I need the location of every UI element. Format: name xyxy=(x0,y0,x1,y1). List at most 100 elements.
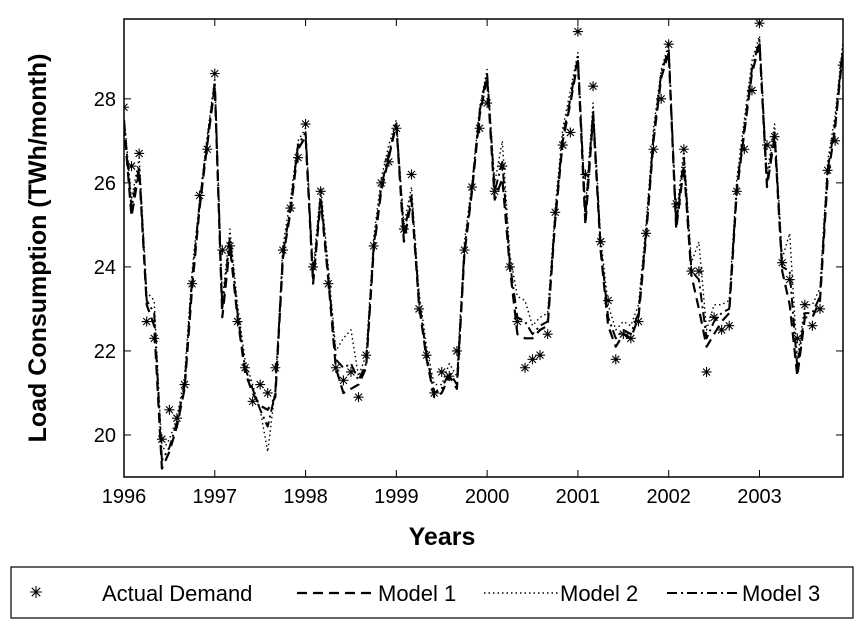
data-point xyxy=(345,366,356,377)
data-point xyxy=(406,169,417,180)
x-tick-label: 1998 xyxy=(283,486,328,508)
data-point xyxy=(270,362,281,373)
data-point xyxy=(330,362,341,373)
data-point xyxy=(557,140,568,151)
data-point xyxy=(678,144,689,155)
y-tick-label: 20 xyxy=(94,425,116,447)
plot-frame xyxy=(123,18,844,478)
data-point xyxy=(512,316,523,327)
data-point xyxy=(527,354,538,365)
data-point xyxy=(588,81,599,92)
data-point xyxy=(474,123,485,134)
data-point xyxy=(716,324,727,335)
legend-asterisk-marker xyxy=(30,586,42,598)
data-point xyxy=(633,316,644,327)
data-point xyxy=(224,240,235,251)
data-point xyxy=(466,182,477,193)
data-point xyxy=(421,350,432,361)
data-point xyxy=(701,366,712,377)
y-tick-label: 28 xyxy=(94,89,116,111)
data-point xyxy=(179,379,190,390)
data-point xyxy=(580,169,591,180)
data-point xyxy=(376,177,387,188)
data-point xyxy=(777,257,788,268)
data-point xyxy=(156,434,167,445)
data-point xyxy=(746,85,757,96)
y-ticks: 20 22 24 26 28 xyxy=(94,89,843,447)
data-point xyxy=(323,278,334,289)
data-point xyxy=(398,224,409,235)
legend-entry-model-3: Model 3 xyxy=(667,581,820,606)
data-point xyxy=(656,93,667,104)
data-point xyxy=(285,203,296,214)
data-point xyxy=(648,144,659,155)
data-point xyxy=(338,375,349,386)
data-point xyxy=(482,98,493,109)
legend-entry-model-2: Model 2 xyxy=(484,581,638,606)
data-point xyxy=(762,140,773,151)
data-point xyxy=(618,329,629,340)
data-point xyxy=(315,186,326,197)
data-point xyxy=(232,316,243,327)
data-point xyxy=(709,312,720,323)
data-point xyxy=(792,333,803,344)
data-point xyxy=(141,316,152,327)
data-point xyxy=(663,39,674,50)
x-axis-title: Years xyxy=(409,523,476,551)
data-point xyxy=(504,261,515,272)
data-point xyxy=(255,379,266,390)
x-tick-label: 2002 xyxy=(646,486,691,508)
data-point xyxy=(187,278,198,289)
series-line-model-1 xyxy=(124,43,843,470)
legend-label-model-2: Model 2 xyxy=(560,581,638,606)
data-point xyxy=(535,350,546,361)
data-point xyxy=(459,245,470,256)
data-point xyxy=(799,299,810,310)
data-point xyxy=(361,350,372,361)
data-point xyxy=(134,148,145,159)
x-tick-label: 2001 xyxy=(556,486,601,508)
x-tick-label: 2003 xyxy=(737,486,782,508)
data-point xyxy=(436,366,447,377)
data-point xyxy=(126,161,137,172)
data-point xyxy=(262,387,273,398)
y-tick-label: 26 xyxy=(94,173,116,195)
legend-label-actual-demand: Actual Demand xyxy=(102,581,252,606)
data-point xyxy=(497,161,508,172)
x-ticks: 1996 1997 1998 1999 2000 2001 2002 2003 xyxy=(102,19,782,508)
data-point xyxy=(209,68,220,79)
data-point xyxy=(686,266,697,277)
data-point xyxy=(784,274,795,285)
series-line-model-2 xyxy=(124,35,843,453)
data-point xyxy=(769,131,780,142)
data-point xyxy=(565,127,576,138)
data-point xyxy=(368,240,379,251)
data-point xyxy=(625,333,636,344)
legend-asterisk xyxy=(30,586,42,598)
data-point xyxy=(217,245,228,256)
data-point xyxy=(383,156,394,167)
data-point xyxy=(429,387,440,398)
data-point xyxy=(391,123,402,134)
data-point xyxy=(724,320,735,331)
plot-series xyxy=(124,19,843,470)
data-point xyxy=(489,186,500,197)
x-tick-label: 1996 xyxy=(102,486,147,508)
legend-entry-actual-demand: Actual Demand xyxy=(30,581,252,606)
data-point xyxy=(822,165,833,176)
data-point xyxy=(353,392,364,403)
data-point xyxy=(300,119,311,130)
data-point xyxy=(572,26,583,37)
data-point xyxy=(247,396,258,407)
data-point xyxy=(830,135,841,146)
y-axis-title: Load Consumption (TWh/month) xyxy=(24,54,52,443)
data-point xyxy=(595,236,606,247)
data-point xyxy=(171,413,182,424)
data-point xyxy=(202,144,213,155)
data-point xyxy=(293,152,304,163)
series-markers-actual-demand xyxy=(124,19,843,445)
data-point xyxy=(308,261,319,272)
data-point xyxy=(414,303,425,314)
legend-label-model-1: Model 1 xyxy=(378,581,456,606)
